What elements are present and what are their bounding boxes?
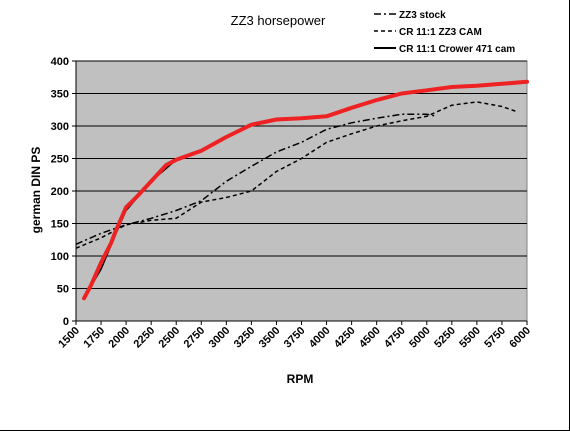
x-tick-label: 4500 (357, 325, 383, 351)
series-group (75, 79, 529, 301)
y-axis-title: german DIN PS (29, 147, 43, 234)
x-tick-label: 2000 (106, 325, 132, 351)
y-tick-label: 250 (51, 154, 69, 166)
x-tick-label: 5000 (407, 325, 433, 351)
x-axis-title: RPM (287, 372, 314, 386)
x-tick-label: 5250 (432, 325, 458, 351)
x-tick-label: 1750 (81, 325, 107, 351)
x-tick-label: 3750 (282, 325, 308, 351)
y-tick-label: 350 (51, 89, 69, 101)
y-tick-label: 0 (63, 316, 69, 328)
x-tick-label: 5750 (482, 325, 508, 351)
series-line-2 (75, 101, 518, 249)
legend: ZZ3 stock CR 11:1 ZZ3 CAM CR 11:1 Crower 4… (374, 10, 515, 55)
x-tick-label: 2250 (131, 325, 157, 351)
y-tick-label: 150 (51, 219, 69, 231)
x-tick-label: 5500 (457, 325, 483, 351)
legend-label: ZZ3 stock (399, 10, 446, 21)
y-tick-label: 200 (51, 186, 69, 198)
y-tick-label: 300 (51, 121, 69, 133)
chart-title: ZZ3 horsepower (231, 13, 326, 28)
y-tick-label: 400 (51, 56, 69, 68)
x-tick-label: 6000 (507, 325, 533, 351)
y-axis-ticks: 0 50 100 150 200 250 300 350 400 (51, 56, 77, 328)
x-tick-label: 2500 (157, 325, 183, 351)
series-line-1 (75, 113, 437, 245)
y-tick-label: 100 (51, 251, 69, 263)
x-tick-label: 3000 (207, 325, 233, 351)
x-tick-label: 1500 (56, 325, 82, 351)
x-tick-label: 3500 (257, 325, 283, 351)
highlight-line (82, 79, 529, 301)
x-tick-label: 4250 (332, 325, 358, 351)
legend-label: CR 11:1 ZZ3 CAM (399, 27, 482, 38)
legend-label: CR 11:1 Crower 471 cam (399, 44, 515, 55)
x-tick-label: 4000 (307, 325, 333, 351)
x-tick-label: 2750 (182, 325, 208, 351)
y-tick-label: 50 (57, 284, 69, 296)
x-tick-label: 4750 (382, 325, 408, 351)
x-axis-ticks: 1500 1750 2000 2250 2500 2750 3000 3250 3500 3750… (56, 320, 533, 351)
x-tick-label: 3250 (232, 325, 258, 351)
gridlines (76, 60, 527, 289)
